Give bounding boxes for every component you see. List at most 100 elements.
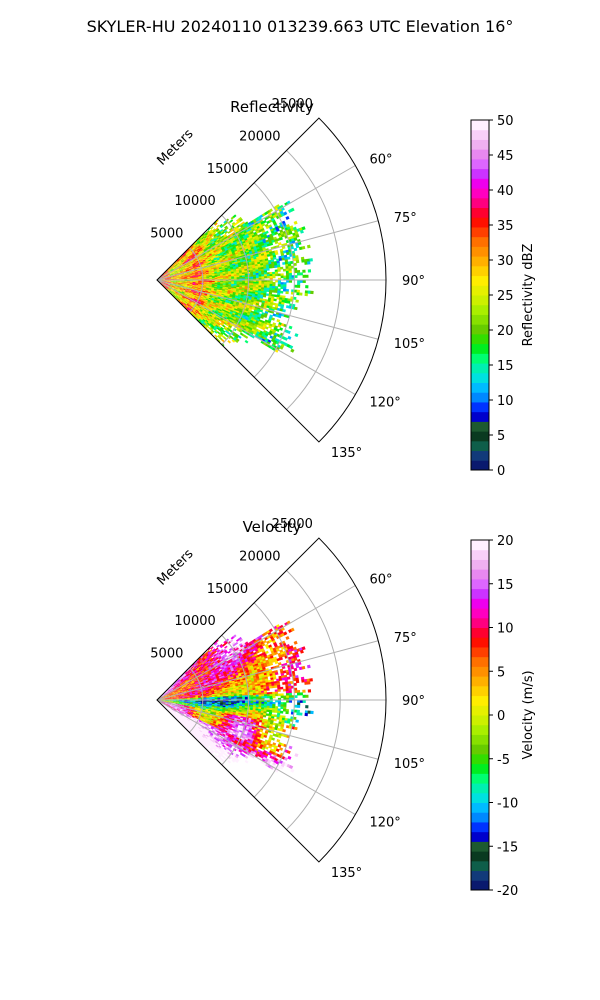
data-cell [192,284,196,286]
range-tick-label: 25000 [272,97,313,112]
data-cell [195,264,199,267]
data-cell [211,297,215,300]
data-cell [165,278,169,280]
data-cell [242,240,247,244]
data-cell [224,321,229,325]
data-cell [266,243,271,247]
colorbar-tick-label: 25 [497,289,514,304]
data-cell [285,305,290,309]
data-cell [272,254,277,258]
data-cell [199,259,203,262]
data-cell [162,278,166,280]
data-cell [236,248,241,252]
data-cell [246,244,251,248]
data-cell [180,294,183,297]
data-cell [191,296,195,299]
data-cell [296,270,301,274]
data-cell [178,256,182,260]
data-cell [252,271,257,274]
data-cell [192,299,197,302]
colorbar-bin [471,265,489,277]
data-cell [199,248,203,251]
data-cell [201,300,206,303]
data-cell [188,296,192,299]
data-cell [211,277,216,280]
data-cell [231,307,235,310]
data-cell [197,312,201,315]
data-cell [232,310,237,314]
data-cell [191,255,195,259]
data-cell [196,269,201,271]
data-cell [210,256,214,259]
colorbar-bin [471,285,489,296]
data-cell [209,254,213,257]
data-cell [180,288,184,291]
data-cell [228,286,232,288]
data-cell [216,250,221,254]
data-cell [182,290,186,293]
data-cell [283,337,288,341]
data-cell [203,309,207,312]
data-cell [219,250,224,254]
data-cell [188,300,192,304]
data-cell [194,270,198,273]
data-cell [176,288,180,291]
data-cell [167,288,171,291]
data-cell [206,243,210,247]
data-cell [224,247,228,250]
data-cell [179,268,183,271]
data-cell [165,281,169,282]
data-cell [176,281,180,282]
data-cell [168,287,172,290]
data-cell [208,274,213,276]
data-cell [181,285,185,287]
data-cell [161,274,165,277]
data-cell [230,256,235,259]
colorbar-bin [471,139,489,150]
data-cell [225,218,230,222]
data-cell [180,287,184,290]
data-cell [223,295,228,298]
data-cell [208,315,213,319]
data-cell [177,293,181,296]
data-cell [190,292,194,295]
data-cell [224,308,229,312]
data-cell [210,307,214,311]
data-cell [255,267,259,270]
data-cell [182,295,186,298]
data-cell [173,290,176,293]
data-cell [202,238,206,242]
data-cell [209,229,213,233]
data-cell [188,250,192,254]
data-cell [178,281,183,283]
data-cell [217,316,221,320]
data-cell [181,273,185,275]
data-cell [236,240,240,244]
data-cell [170,277,174,279]
data-cell [225,249,229,253]
data-cell [261,272,265,275]
data-cell [252,267,256,271]
data-cell [186,257,190,261]
data-cell [260,268,265,272]
data-cell [194,286,198,289]
data-cell [286,256,291,260]
data-cell [205,251,209,255]
data-cell [206,281,210,283]
data-cell [194,297,198,300]
data-cell [264,326,269,330]
colorbar-bin [471,411,489,422]
data-cell [166,273,170,276]
data-cell [183,285,188,287]
data-cell [170,281,174,283]
data-cell [276,262,281,266]
data-cell [191,271,196,274]
colorbar-bin [471,149,489,160]
data-cell [188,268,192,270]
data-cell [255,281,260,284]
data-cell [183,298,187,302]
data-cell [190,291,194,294]
data-cell [167,269,171,272]
data-cell [196,291,200,294]
